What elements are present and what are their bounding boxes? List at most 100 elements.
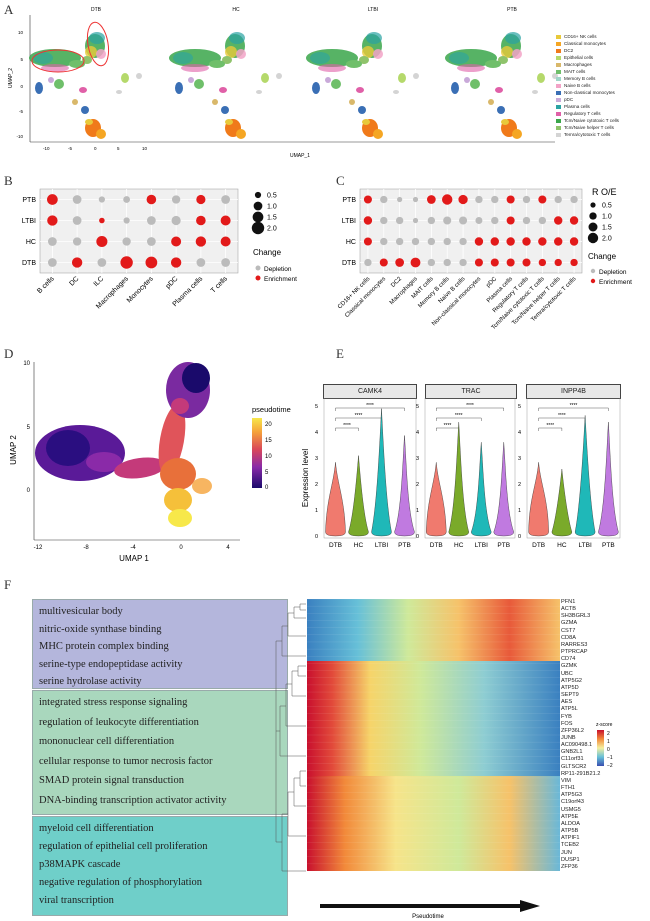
heatmap-gene-label: ATPIF1 xyxy=(561,835,580,842)
dot-ltbi-0 xyxy=(363,216,373,225)
legend-swatch xyxy=(556,118,561,123)
umap-legend-item: Tcm/Naive cytotoxic T cells xyxy=(556,117,648,124)
umap-legend-item: Macrophages xyxy=(556,61,648,68)
c-legend-depletion-dot xyxy=(590,268,596,274)
dot-dtb-11 xyxy=(538,258,547,267)
dot-hc-10 xyxy=(522,237,531,246)
dot-ptb-5 xyxy=(442,194,453,205)
dot-hc-4 xyxy=(427,237,436,246)
dot-ptb-6 xyxy=(458,194,468,205)
dot-ltbi-12 xyxy=(554,216,563,225)
b-legend-enrichment-dot xyxy=(255,275,261,281)
dot-ptb-10 xyxy=(522,195,531,204)
violin-ytick: 2 xyxy=(315,482,318,488)
dot-dtb-5 xyxy=(443,258,451,267)
dot-ltbi-4 xyxy=(427,216,436,225)
dot-dtb-8 xyxy=(490,258,499,267)
d-ylabel: UMAP 2 xyxy=(9,435,18,465)
legend-swatch xyxy=(556,41,561,46)
significance-mark: **** xyxy=(343,423,351,429)
svg-text:0: 0 xyxy=(27,488,31,494)
column-label: pDC xyxy=(485,276,498,289)
dot-hc-6 xyxy=(459,237,467,246)
legend-swatch xyxy=(556,132,561,137)
row-label: LTBI xyxy=(342,218,356,225)
heatmap-gene-label: C11orf31 xyxy=(561,756,584,763)
dot-hc-11 xyxy=(538,237,547,246)
pseudotime-label: Pseudotime xyxy=(412,914,444,920)
svg-text:0: 0 xyxy=(265,485,269,491)
heatmap-gene-label: GZMK xyxy=(561,663,578,670)
dot-ptb-7 xyxy=(221,195,231,204)
dot-dtb-6 xyxy=(459,258,467,267)
go-term: mononuclear cell differentiation xyxy=(39,736,175,747)
size-legend-dot xyxy=(251,221,265,235)
dot-hc-1 xyxy=(380,237,388,246)
b-legend-depletion-dot xyxy=(255,265,261,271)
violin-ltbi xyxy=(574,415,596,537)
significance-mark: **** xyxy=(366,403,374,409)
dot-hc-6 xyxy=(195,236,207,247)
heatmap-gene-label: AES xyxy=(561,699,573,706)
go-term: cellular response to tumor necrosis fact… xyxy=(39,755,213,767)
violin-ytick: 3 xyxy=(518,456,521,462)
svg-text:10: 10 xyxy=(23,361,30,367)
legend-swatch xyxy=(556,97,561,102)
significance-mark: **** xyxy=(546,423,554,429)
umap-title-hc: HC xyxy=(232,7,240,13)
svg-text:5: 5 xyxy=(117,146,120,151)
go-term-block: myeloid cell differentiation regulation o… xyxy=(32,816,288,916)
c-legend-enrichment-dot xyxy=(590,278,596,284)
violin-ytick: 0 xyxy=(315,534,318,540)
svg-text:5: 5 xyxy=(265,470,269,476)
go-term: multivesicular body xyxy=(39,606,123,617)
go-term: serine hydrolase activity xyxy=(39,676,142,687)
umap-xlabel: UMAP_1 xyxy=(290,153,310,159)
column-label: Monocytes xyxy=(126,275,155,304)
dot-ptb-1 xyxy=(72,195,82,204)
row-label: DTB xyxy=(22,260,36,267)
svg-text:−2: −2 xyxy=(607,763,613,769)
umap-ylabel: UMAP_2 xyxy=(8,68,14,88)
umap-legend-item: Classical monocytes xyxy=(556,40,648,47)
legend-label: Memory B cells xyxy=(564,76,596,81)
c-legend-enrichment: Enrichment xyxy=(599,279,632,286)
size-legend-dot xyxy=(254,191,262,199)
svg-text:0: 0 xyxy=(179,545,183,551)
umap-title-ltbi: LTBI xyxy=(368,7,378,13)
heatmap-gene-label: GNB2L1 xyxy=(561,749,583,756)
size-legend-label: 1.5 xyxy=(602,225,612,232)
violin-group-label: PTB xyxy=(602,542,615,549)
umap-legend-item: Memory B cells xyxy=(556,75,648,82)
heatmap-gene-label: ACTB xyxy=(561,606,576,613)
significance-mark: **** xyxy=(558,413,566,419)
size-legend-dot xyxy=(252,211,264,223)
heatmap-gene-label: ZFP36 xyxy=(561,863,578,870)
panel-e-label: E xyxy=(336,346,344,361)
dot-dtb-0 xyxy=(47,258,57,267)
panel-e-violins: Expression level DTB HC LTBI PTB***********… xyxy=(301,398,621,549)
legend-swatch xyxy=(556,34,561,39)
svg-text:0: 0 xyxy=(20,84,23,89)
legend-swatch xyxy=(556,62,561,67)
dot-dtb-6 xyxy=(196,258,206,267)
go-term: myeloid cell differentiation xyxy=(39,823,154,834)
legend-label: Epithelial cells xyxy=(564,55,594,60)
heatmap-gene-label: JUN xyxy=(561,849,572,856)
violin-ltbi xyxy=(371,408,392,537)
umap-title-dtb: DTB xyxy=(91,7,102,13)
legend-swatch xyxy=(556,76,561,81)
svg-text:-12: -12 xyxy=(34,545,43,551)
legend-swatch xyxy=(556,104,561,109)
umap-legend-item: DC2 xyxy=(556,47,648,54)
dot-dtb-0 xyxy=(364,258,372,267)
legend-swatch xyxy=(556,83,561,88)
violin-title-camk4: CAMK4 xyxy=(323,384,417,399)
significance-mark: **** xyxy=(466,403,474,409)
violin-dtb xyxy=(426,462,447,537)
violin-group-label: HC xyxy=(454,542,464,549)
violin-ptb xyxy=(598,422,619,537)
row-label: LTBI xyxy=(22,218,36,225)
dot-ltbi-6 xyxy=(459,216,468,225)
